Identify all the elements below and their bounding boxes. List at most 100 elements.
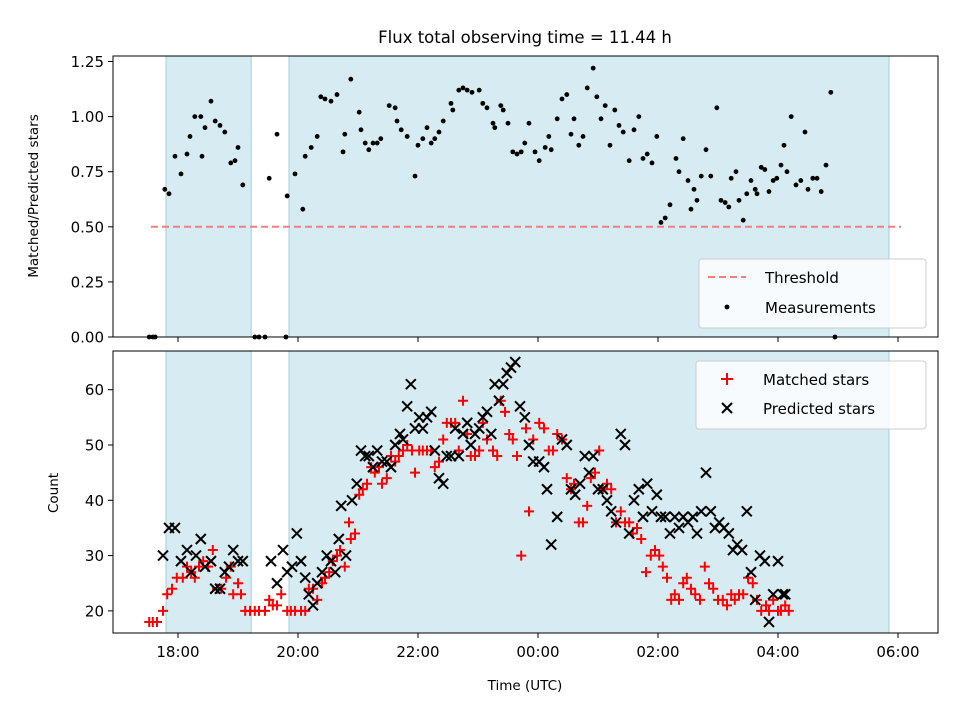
measurement-point: [428, 140, 434, 146]
matched-star-marker: [594, 445, 605, 456]
predicted-star-marker: [316, 566, 328, 578]
measurement-point: [300, 206, 306, 212]
measurement-point: [548, 147, 554, 153]
predicted-star-marker: [723, 527, 735, 540]
bottom-legend: Matched stars Predicted stars: [695, 360, 927, 430]
matched-star-marker: [350, 528, 360, 539]
predicted-star-marker: [551, 511, 563, 523]
y-tick-label: 0.50: [71, 218, 104, 236]
predicted-star-marker: [745, 566, 757, 578]
measurement-point: [640, 156, 646, 161]
measurement-point: [733, 169, 739, 175]
x-tick-label: 06:00: [876, 643, 919, 661]
legend-measurements-swatch: [724, 304, 730, 310]
predicted-star-marker: [346, 494, 358, 507]
measurement-point: [266, 175, 272, 181]
measurement-point: [616, 123, 622, 128]
matched-star-marker: [162, 589, 173, 600]
matched-star-marker: [177, 572, 188, 583]
measurement-point: [440, 118, 446, 124]
measurement-point: [667, 202, 673, 208]
predicted-star-marker: [646, 505, 658, 518]
measurement-point: [340, 149, 346, 155]
measurement-point: [448, 100, 454, 106]
y-tick-label: 40: [85, 492, 104, 510]
matched-star-marker: [344, 517, 354, 528]
predicted-star-marker: [441, 450, 453, 462]
measurement-point: [178, 171, 184, 177]
measurement-point: [412, 173, 418, 179]
matched-star-marker: [650, 545, 660, 556]
predicted-star-marker: [299, 571, 311, 584]
predicted-star-marker: [763, 616, 775, 628]
x-axis-label: Time (UTC): [487, 678, 563, 694]
y-tick-label: 0.25: [71, 273, 104, 291]
predicted-star-marker: [519, 411, 531, 424]
measurement-point: [793, 182, 799, 188]
measurement-point: [362, 140, 368, 146]
measurement-point: [490, 120, 496, 126]
measurement-point: [374, 140, 380, 146]
matched-star-marker: [504, 428, 515, 439]
measurement-point: [198, 114, 204, 120]
measurement-point: [752, 186, 758, 192]
measurement-point: [192, 114, 198, 120]
predicted-star-marker: [592, 483, 604, 495]
matched-star-marker: [641, 567, 651, 578]
top-x-ticks: [177, 337, 899, 342]
measurement-point: [607, 142, 613, 148]
matched-star-marker: [474, 445, 485, 456]
predicted-star-marker: [736, 544, 748, 556]
measurement-point: [484, 105, 490, 111]
predicted-star-marker: [669, 511, 681, 523]
measurement-point: [728, 175, 734, 181]
top-legend: Threshold Measurements: [698, 258, 927, 329]
measurement-point: [758, 164, 764, 170]
measurement-point: [505, 120, 511, 126]
predicted-star-marker: [214, 583, 226, 595]
measurement-point: [292, 171, 298, 177]
measurement-point: [162, 186, 168, 192]
matched-star-marker: [624, 517, 635, 528]
measurement-point: [620, 129, 626, 135]
matched-star-marker: [678, 578, 689, 589]
measurement-point: [386, 103, 392, 108]
matched-star-marker: [327, 556, 338, 567]
predicted-star-marker: [205, 555, 217, 567]
predicted-star-marker: [277, 544, 289, 556]
y-tick-label: 1.00: [71, 108, 104, 126]
matched-star-marker: [450, 417, 461, 428]
predicted-star-marker: [655, 511, 667, 523]
measurement-point: [432, 136, 438, 142]
measurement-point: [754, 191, 760, 197]
predicted-star-marker: [473, 422, 485, 435]
matched-star-marker: [233, 578, 243, 589]
measurement-point: [392, 105, 398, 111]
matched-star-marker: [582, 500, 593, 511]
measurement-point: [631, 127, 637, 133]
matched-star-marker: [548, 445, 558, 456]
matched-star-marker: [264, 594, 275, 605]
matched-star-marker: [699, 561, 710, 572]
predicted-star-marker: [157, 549, 169, 562]
predicted-star-marker: [417, 422, 429, 435]
measurement-point: [818, 189, 824, 194]
measurement-point: [208, 98, 214, 104]
predicted-star-marker: [359, 450, 371, 462]
predicted-star-marker: [265, 555, 277, 567]
predicted-star-marker: [485, 428, 497, 440]
top-measurement-points: [146, 65, 838, 340]
predicted-star-marker: [605, 505, 617, 518]
measurement-point: [703, 147, 709, 153]
measurement-point: [676, 169, 682, 175]
matched-star-marker: [645, 550, 656, 561]
measurement-point: [828, 89, 834, 95]
matched-star-marker: [207, 545, 218, 556]
measurement-point: [708, 173, 714, 179]
measurement-point: [235, 145, 241, 150]
predicted-star-marker: [700, 466, 712, 479]
measurement-point: [602, 103, 608, 108]
measurement-point: [726, 204, 732, 210]
x-tick-label: 20:00: [276, 643, 319, 661]
top-panel: 0.00 0.25 0.50 0.75 1.00 1.25 Matched/Predict…: [26, 53, 939, 347]
